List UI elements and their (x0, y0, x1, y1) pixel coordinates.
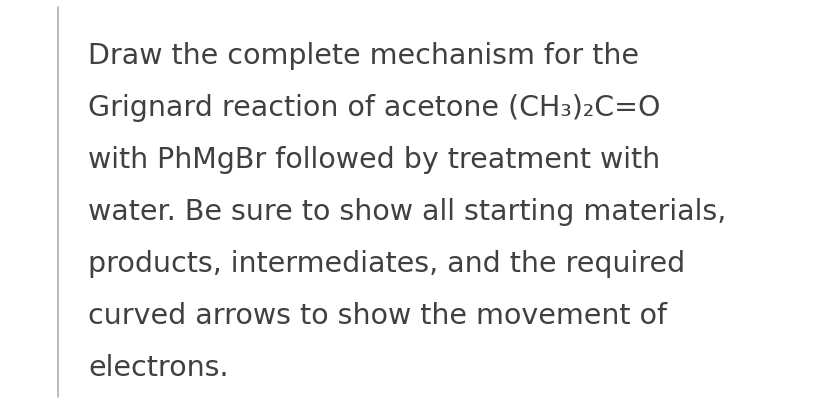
Text: water. Be sure to show all starting materials,: water. Be sure to show all starting mate… (88, 198, 725, 226)
Text: with PhMgBr followed by treatment with: with PhMgBr followed by treatment with (88, 146, 659, 174)
Text: Grignard reaction of acetone (CH₃)₂C=O: Grignard reaction of acetone (CH₃)₂C=O (88, 94, 660, 122)
Text: Draw the complete mechanism for the: Draw the complete mechanism for the (88, 42, 638, 70)
Text: products, intermediates, and the required: products, intermediates, and the require… (88, 249, 685, 277)
Text: electrons.: electrons. (88, 353, 228, 381)
Text: curved arrows to show the movement of: curved arrows to show the movement of (88, 301, 667, 329)
